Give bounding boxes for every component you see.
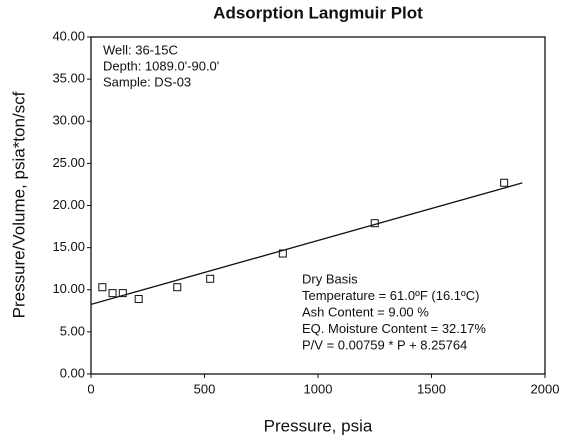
- annotation: EQ. Moisture Content = 32.17%: [302, 321, 486, 336]
- x-tick-label: 0: [87, 381, 94, 396]
- data-point: [173, 283, 182, 292]
- annotation: Sample: DS-03: [103, 74, 191, 89]
- x-tick-label: 1000: [304, 381, 333, 396]
- y-tick-label: 20.00: [52, 197, 85, 212]
- annotation: Dry Basis: [302, 271, 358, 286]
- y-tick-label: 25.00: [52, 155, 85, 170]
- data-point: [108, 289, 117, 298]
- x-tick-label: 2000: [531, 381, 560, 396]
- annotation: Depth: 1089.0'-90.0': [103, 58, 219, 73]
- x-tick-label: 1500: [417, 381, 446, 396]
- x-axis-label: Pressure, psia: [264, 416, 373, 435]
- y-axis-label: Pressure/Volume, psia*ton/scf: [9, 91, 28, 318]
- x-tick-label: 500: [194, 381, 216, 396]
- data-point: [134, 295, 143, 304]
- y-tick-label: 0.00: [60, 365, 85, 380]
- annotation: Ash Content = 9.00 %: [302, 304, 429, 319]
- annotation: Temperature = 61.0ºF (16.1ºC): [302, 288, 480, 303]
- data-point: [500, 178, 509, 187]
- fit-line: [90, 182, 523, 306]
- annotation: P/V = 0.00759 * P + 8.25764: [302, 337, 467, 352]
- data-point: [98, 283, 107, 292]
- data-point: [206, 274, 215, 283]
- chart-title: Adsorption Langmuir Plot: [213, 3, 423, 22]
- annotation: Well: 36-15C: [103, 42, 178, 57]
- data-point: [118, 289, 127, 298]
- y-tick-label: 5.00: [60, 323, 85, 338]
- y-tick-label: 40.00: [52, 28, 85, 43]
- y-tick-label: 15.00: [52, 239, 85, 254]
- y-tick-label: 10.00: [52, 281, 85, 296]
- y-tick-label: 35.00: [52, 71, 85, 86]
- y-tick-label: 30.00: [52, 113, 85, 128]
